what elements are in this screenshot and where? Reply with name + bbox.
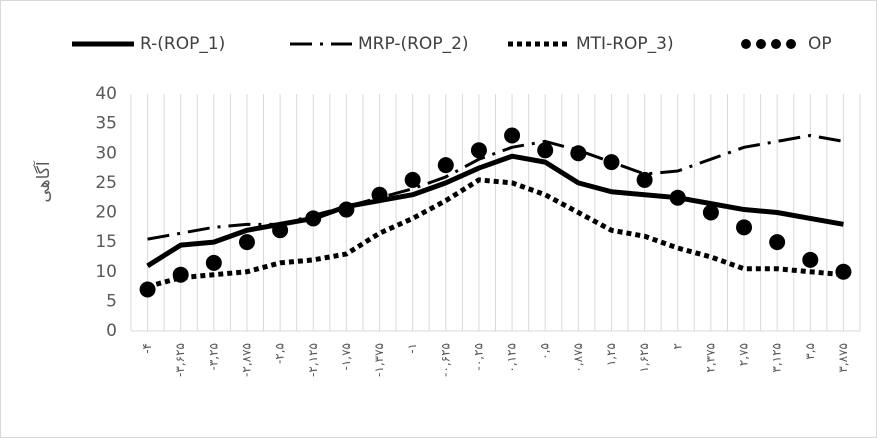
data-point bbox=[636, 171, 653, 188]
x-tick-label: -۴ bbox=[140, 343, 154, 354]
legend-marker bbox=[771, 39, 781, 49]
x-tick-label: -۱ bbox=[405, 343, 419, 354]
x-tick-label: -۰,۶۲۵ bbox=[438, 343, 452, 377]
x-tick-label: -۲,۱۲۵ bbox=[306, 343, 320, 377]
y-tick-label: 40 bbox=[95, 84, 117, 104]
series-line bbox=[146, 153, 844, 268]
legend-label: R-(ROP_1) bbox=[140, 34, 225, 54]
y-tick-label: 25 bbox=[95, 173, 117, 193]
data-point bbox=[172, 266, 189, 283]
x-tick-label: ۰,۸۷۵ bbox=[571, 343, 585, 373]
x-tick-label: -۳,۲۵ bbox=[206, 343, 220, 370]
data-point bbox=[835, 263, 852, 280]
data-point bbox=[305, 210, 322, 227]
data-point bbox=[504, 127, 521, 144]
data-point bbox=[802, 251, 819, 268]
data-point bbox=[669, 189, 686, 206]
x-tick-label: ۲,۳۷۵ bbox=[703, 343, 717, 373]
data-point bbox=[537, 142, 554, 159]
data-point bbox=[470, 142, 487, 159]
y-tick-label: 10 bbox=[95, 262, 117, 282]
x-tick-label: -۲,۵ bbox=[273, 343, 287, 364]
data-point bbox=[238, 234, 255, 251]
x-tick-label: -۳,۶۲۵ bbox=[173, 343, 187, 377]
x-tick-label: ۰,۵ bbox=[538, 343, 552, 360]
legend-label: MRP-(ROP_2) bbox=[358, 34, 469, 54]
x-tick-label: ۳,۵ bbox=[803, 343, 817, 360]
y-tick-label: 30 bbox=[95, 143, 117, 163]
data-point bbox=[205, 254, 222, 271]
x-tick-label: ۳,۸۷۵ bbox=[836, 343, 850, 373]
x-tick-label: ۲,۷۵ bbox=[737, 343, 751, 366]
x-tick-label: ۱,۲۵ bbox=[604, 343, 618, 366]
y-tick-label: 0 bbox=[106, 321, 117, 341]
legend-marker bbox=[756, 39, 766, 49]
x-tick-label: -۲,۸۷۵ bbox=[239, 343, 253, 377]
series-line bbox=[146, 177, 844, 289]
data-point bbox=[437, 157, 454, 174]
x-tick-label: -۰,۲۵ bbox=[471, 343, 485, 370]
legend-marker bbox=[786, 39, 796, 49]
data-point bbox=[272, 222, 289, 239]
data-point bbox=[404, 171, 421, 188]
x-tick-label: ۲ bbox=[670, 343, 684, 349]
y-tick-label: 20 bbox=[95, 203, 117, 223]
x-tick-label: -۱,۷۵ bbox=[339, 343, 353, 370]
x-tick-label: ۰,۱۲۵ bbox=[505, 343, 519, 373]
data-point bbox=[769, 234, 786, 251]
y-tick-label: 35 bbox=[95, 114, 117, 134]
data-point bbox=[371, 186, 388, 203]
x-tick-label: ۳,۱۲۵ bbox=[770, 343, 784, 373]
data-point bbox=[338, 201, 355, 218]
data-point bbox=[702, 204, 719, 221]
legend-marker bbox=[741, 39, 751, 49]
y-tick-label: 15 bbox=[95, 232, 117, 252]
data-point bbox=[603, 154, 620, 171]
x-tick-label: -۱,۳۷۵ bbox=[372, 343, 386, 377]
legend-label: MTI-ROP_3) bbox=[576, 34, 674, 54]
y-tick-label: 5 bbox=[106, 291, 117, 311]
data-point bbox=[570, 145, 587, 162]
data-point bbox=[736, 219, 753, 236]
data-point bbox=[139, 281, 156, 298]
y-axis-label: آگاهی bbox=[32, 160, 54, 202]
legend-label: OP bbox=[808, 34, 832, 54]
x-tick-label: ۱,۶۲۵ bbox=[637, 343, 651, 373]
